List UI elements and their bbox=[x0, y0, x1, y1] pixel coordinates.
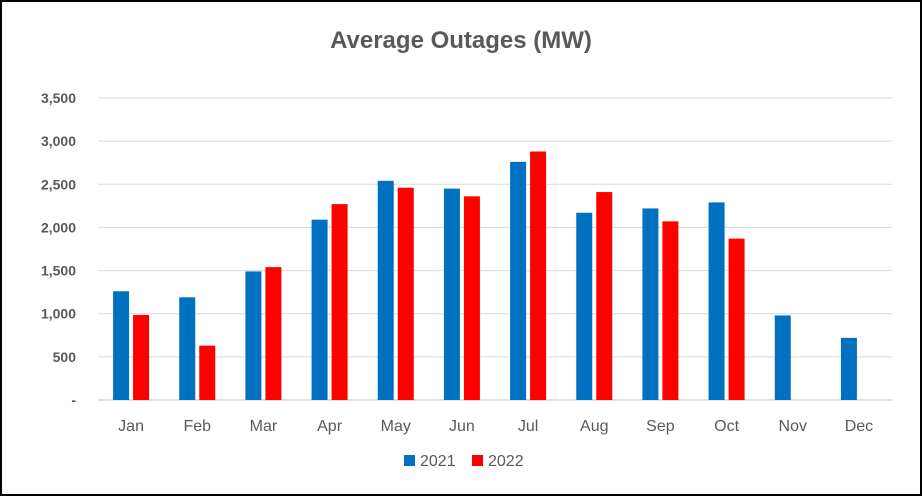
bar-2021-mar bbox=[245, 271, 262, 400]
x-tick-label: Feb bbox=[183, 418, 211, 435]
bar-2022-aug bbox=[596, 192, 613, 400]
bar-2022-jul bbox=[530, 151, 547, 400]
legend-label-2021: 2021 bbox=[420, 453, 456, 470]
bar-2021-oct bbox=[708, 202, 725, 400]
x-axis-ticks: Jan Feb Mar Apr May Jun Jul Aug Sep Oct Nov Dec bbox=[118, 418, 873, 435]
y-tick-label: 3,000 bbox=[41, 133, 76, 149]
bar-2022-may bbox=[397, 187, 414, 400]
legend-swatch-2022 bbox=[472, 455, 483, 466]
bar-2021-sep bbox=[642, 208, 659, 400]
y-tick-label: - bbox=[71, 392, 76, 408]
y-tick-label: 3,500 bbox=[41, 90, 76, 106]
x-tick-label: May bbox=[381, 418, 411, 435]
bar-2022-apr bbox=[331, 204, 348, 400]
bar-2021-dec bbox=[840, 337, 857, 400]
x-tick-label: Apr bbox=[317, 418, 343, 435]
gridlines bbox=[98, 97, 892, 401]
bar-2021-jul bbox=[510, 161, 527, 400]
x-tick-label: Nov bbox=[779, 418, 807, 435]
y-tick-label: 1,500 bbox=[41, 263, 76, 279]
x-tick-label: Dec bbox=[845, 418, 873, 435]
bar-2021-jun bbox=[443, 188, 460, 400]
legend: 2021 2022 bbox=[404, 453, 524, 470]
bar-2021-aug bbox=[576, 212, 593, 400]
y-tick-label: 2,000 bbox=[41, 219, 76, 235]
y-tick-label: 1,000 bbox=[41, 306, 76, 322]
bar-2021-feb bbox=[179, 297, 196, 400]
x-tick-label: Aug bbox=[580, 418, 608, 435]
y-tick-label: 2,500 bbox=[41, 176, 76, 192]
bar-2022-feb bbox=[199, 345, 216, 400]
bar-2021-may bbox=[377, 180, 394, 400]
bars bbox=[113, 151, 857, 400]
y-tick-label: 500 bbox=[53, 349, 77, 365]
bar-2022-sep bbox=[662, 221, 679, 400]
legend-swatch-2021 bbox=[404, 455, 415, 466]
bar-2022-jan bbox=[133, 315, 150, 400]
x-tick-label: Mar bbox=[250, 418, 278, 435]
bar-2022-mar bbox=[265, 267, 282, 400]
x-tick-label: Jul bbox=[518, 418, 538, 435]
bar-2021-jan bbox=[113, 291, 130, 400]
bar-2021-apr bbox=[311, 219, 328, 400]
y-axis-ticks: - 500 1,000 1,500 2,000 2,500 3,000 3,500 bbox=[41, 90, 76, 408]
x-tick-label: Jan bbox=[118, 418, 144, 435]
x-tick-label: Sep bbox=[646, 418, 675, 435]
bar-2021-nov bbox=[774, 315, 791, 400]
bar-2022-oct bbox=[728, 238, 745, 400]
x-tick-label: Jun bbox=[449, 418, 475, 435]
chart-title: Average Outages (MW) bbox=[330, 27, 592, 54]
legend-label-2022: 2022 bbox=[488, 453, 524, 470]
bar-2022-jun bbox=[463, 196, 480, 400]
x-tick-label: Oct bbox=[714, 418, 739, 435]
